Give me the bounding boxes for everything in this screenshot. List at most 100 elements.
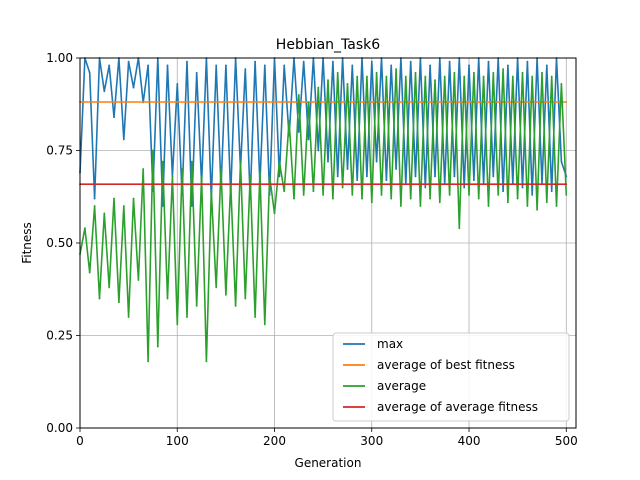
data-point-average: [438, 201, 441, 204]
data-point-max: [463, 186, 466, 189]
data-point-average: [297, 94, 300, 96]
data-point-average: [200, 175, 203, 178]
data-point-average: [536, 208, 538, 211]
data-point-average: [273, 212, 276, 215]
data-point-average: [84, 227, 86, 230]
data-point-max: [278, 175, 281, 178]
data-point-average: [375, 71, 378, 74]
data-point-max: [531, 194, 534, 196]
data-point-average: [278, 160, 281, 163]
data-point-average: [302, 194, 305, 196]
data-point-average: [429, 197, 431, 200]
data-point-average-of-average-fitness: [565, 183, 568, 186]
data-point-max: [103, 90, 106, 93]
data-point-average: [424, 75, 427, 78]
data-point-average: [404, 75, 407, 78]
data-point-max: [263, 64, 266, 67]
data-point-average: [322, 194, 324, 196]
data-point-max: [385, 179, 388, 182]
legend-item-average: average: [343, 379, 426, 393]
data-point-max: [346, 168, 349, 170]
data-point-average: [390, 197, 393, 200]
data-point-average: [395, 68, 397, 70]
data-point-max: [526, 60, 529, 63]
data-point-average: [414, 71, 417, 74]
data-point-average: [176, 323, 179, 326]
data-point-max: [492, 175, 495, 178]
data-point-average: [521, 71, 524, 74]
legend-label: average of average fitness: [377, 400, 538, 414]
data-point-max: [176, 83, 179, 85]
data-point-max: [502, 190, 504, 193]
x-tick-label: 300: [360, 434, 383, 448]
y-tick-label: 1.00: [46, 51, 73, 65]
data-point-average: [259, 171, 261, 174]
data-point-average: [118, 301, 120, 304]
series-average-of-average-fitness: [79, 183, 568, 186]
data-point-average: [317, 86, 320, 89]
data-point-average: [545, 201, 548, 204]
data-point-max: [186, 60, 188, 63]
data-point-average: [195, 305, 198, 307]
data-point-average: [385, 75, 388, 78]
data-point-max: [317, 149, 320, 152]
data-point-average: [254, 316, 256, 318]
data-point-average: [127, 316, 130, 318]
data-point-max: [225, 64, 227, 67]
data-point-max: [307, 138, 310, 141]
data-point-average: [477, 197, 480, 200]
data-point-average: [492, 71, 495, 74]
data-point-average: [288, 120, 290, 122]
data-point-max: [390, 64, 393, 67]
data-point-max: [545, 64, 548, 67]
data-point-average: [239, 160, 242, 163]
data-point-average: [293, 197, 295, 200]
legend-label: average of best fitness: [377, 358, 515, 372]
data-point-max: [297, 131, 300, 133]
data-point-max: [93, 197, 96, 200]
data-point-average: [210, 190, 213, 193]
data-point-max: [429, 64, 431, 67]
data-point-max: [434, 175, 436, 178]
data-point-average: [550, 75, 553, 78]
data-point-max: [215, 64, 218, 67]
data-point-average: [147, 360, 150, 363]
data-point-average: [497, 194, 500, 196]
y-tick-label: 0.25: [46, 329, 73, 343]
data-point-average: [565, 194, 568, 196]
data-point-max: [190, 205, 193, 207]
data-point-max: [424, 186, 427, 189]
data-point-average: [93, 205, 96, 207]
data-point-average: [166, 297, 169, 300]
data-point-average: [356, 75, 359, 78]
data-point-max: [283, 64, 286, 67]
data-point-max: [195, 71, 198, 74]
data-point-average: [555, 205, 558, 207]
x-tick-label: 100: [166, 434, 189, 448]
x-tick-label: 500: [555, 434, 578, 448]
y-tick-label: 0.00: [46, 421, 73, 435]
x-tick-label: 0: [76, 434, 84, 448]
data-point-average: [507, 201, 509, 204]
data-point-average: [336, 71, 339, 74]
data-point-average: [560, 83, 563, 85]
data-point-average: [400, 205, 402, 207]
data-point-max: [351, 64, 354, 67]
data-point-max: [414, 175, 417, 178]
data-point-average: [171, 175, 174, 178]
data-point-max: [336, 175, 339, 178]
data-point-average: [205, 360, 208, 363]
data-point-average: [225, 293, 227, 296]
data-point-average: [516, 197, 519, 200]
data-point-max: [166, 64, 169, 67]
data-point-max: [88, 71, 91, 74]
data-point-average: [88, 271, 91, 274]
x-tick-label: 400: [458, 434, 481, 448]
data-point-max: [244, 68, 247, 70]
data-point-max: [409, 60, 412, 63]
legend-item-max: max: [343, 337, 403, 351]
data-point-max: [453, 175, 456, 178]
data-point-average: [409, 197, 412, 200]
data-point-average: [108, 286, 111, 289]
